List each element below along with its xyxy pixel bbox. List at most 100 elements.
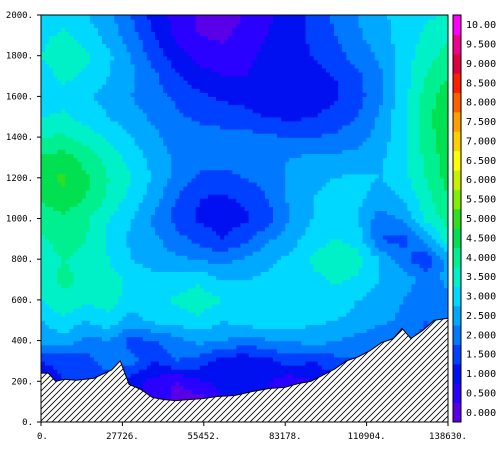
heatmap-cell bbox=[358, 287, 364, 293]
heatmap-cell bbox=[260, 283, 266, 289]
heatmap-cell bbox=[171, 336, 176, 342]
heatmap-cell bbox=[85, 312, 91, 317]
heatmap-cell bbox=[244, 271, 250, 277]
heatmap-cell bbox=[232, 312, 237, 317]
heatmap-cell bbox=[305, 324, 311, 329]
heatmap-cell bbox=[260, 267, 266, 273]
heatmap-cell bbox=[142, 336, 148, 342]
heatmap-cell bbox=[224, 316, 229, 321]
heatmap-cell bbox=[73, 230, 79, 236]
heatmap-cell bbox=[248, 279, 254, 285]
heatmap-cell bbox=[211, 312, 217, 317]
heatmap-cell bbox=[407, 308, 412, 313]
heatmap-cell bbox=[228, 234, 233, 240]
heatmap-cell bbox=[338, 267, 343, 273]
heatmap-cell bbox=[171, 369, 176, 374]
heatmap-cell bbox=[236, 242, 242, 248]
heatmap-cell bbox=[207, 279, 213, 285]
heatmap-cell bbox=[403, 226, 408, 232]
heatmap-cell bbox=[53, 291, 58, 297]
heatmap-cell bbox=[220, 308, 225, 313]
heatmap-cell bbox=[138, 365, 144, 370]
heatmap-cell bbox=[260, 238, 266, 244]
heatmap-cell bbox=[236, 348, 242, 354]
heatmap-cell bbox=[175, 259, 180, 264]
heatmap-cell bbox=[329, 255, 335, 260]
heatmap-cell bbox=[49, 324, 54, 329]
heatmap-cell bbox=[260, 222, 266, 228]
heatmap-cell bbox=[207, 287, 213, 293]
heatmap-cell bbox=[301, 287, 307, 293]
heatmap-cell bbox=[154, 283, 160, 289]
heatmap-cell bbox=[106, 279, 111, 285]
heatmap-cell bbox=[423, 316, 429, 321]
heatmap-cell bbox=[187, 324, 193, 329]
heatmap-cell bbox=[277, 291, 282, 297]
heatmap-cell bbox=[183, 230, 189, 236]
heatmap-cell bbox=[232, 287, 237, 293]
heatmap-cell bbox=[118, 308, 123, 313]
heatmap-cell bbox=[285, 275, 290, 281]
heatmap-cell bbox=[187, 377, 193, 382]
heatmap-cell bbox=[93, 316, 99, 321]
heatmap-cell bbox=[73, 246, 79, 252]
heatmap-cell bbox=[216, 340, 221, 346]
heatmap-cell bbox=[102, 222, 107, 228]
heatmap-cell bbox=[150, 255, 156, 260]
heatmap-cell bbox=[419, 238, 425, 244]
heatmap-cell bbox=[187, 389, 193, 395]
heatmap-cell bbox=[321, 312, 327, 317]
heatmap-cell bbox=[285, 328, 290, 334]
heatmap-cell bbox=[281, 283, 286, 289]
heatmap-cell bbox=[338, 312, 343, 317]
heatmap-cell bbox=[114, 287, 119, 293]
heatmap-cell bbox=[415, 259, 421, 264]
heatmap-cell bbox=[203, 295, 209, 301]
heatmap-cell bbox=[41, 352, 46, 358]
heatmap-cell bbox=[49, 365, 54, 370]
heatmap-cell bbox=[41, 218, 46, 224]
heatmap-cell bbox=[252, 295, 258, 301]
heatmap-cell bbox=[146, 299, 152, 305]
heatmap-cell bbox=[317, 308, 323, 313]
heatmap-cell bbox=[130, 226, 136, 232]
heatmap-cell bbox=[216, 242, 221, 248]
heatmap-cell bbox=[154, 369, 160, 374]
heatmap-cell bbox=[199, 255, 205, 260]
heatmap-cell bbox=[163, 377, 168, 382]
heatmap-cell bbox=[297, 352, 303, 358]
heatmap-cell bbox=[264, 344, 270, 350]
heatmap-cell bbox=[391, 299, 396, 305]
heatmap-cell bbox=[378, 287, 384, 293]
heatmap-cell bbox=[342, 251, 347, 256]
heatmap-cell bbox=[85, 259, 91, 264]
heatmap-cell bbox=[443, 312, 448, 317]
heatmap-cell bbox=[142, 222, 148, 228]
heatmap-cell bbox=[146, 255, 152, 260]
heatmap-cell bbox=[167, 263, 172, 268]
heatmap-cell bbox=[175, 360, 180, 366]
heatmap-cell bbox=[183, 308, 189, 313]
heatmap-cell bbox=[395, 222, 400, 228]
heatmap-cell bbox=[264, 259, 270, 264]
heatmap-cell bbox=[415, 263, 421, 268]
heatmap-cell bbox=[81, 238, 87, 244]
heatmap-cell bbox=[154, 226, 160, 232]
heatmap-cell bbox=[159, 308, 164, 313]
heatmap-cell bbox=[102, 242, 107, 248]
heatmap-cell bbox=[399, 242, 404, 248]
heatmap-cell bbox=[232, 218, 237, 224]
heatmap-cell bbox=[126, 271, 132, 277]
heatmap-cell bbox=[431, 299, 437, 305]
heatmap-cell bbox=[395, 263, 400, 268]
heatmap-cell bbox=[407, 255, 412, 260]
heatmap-cell bbox=[378, 271, 384, 277]
heatmap-cell bbox=[268, 377, 274, 382]
heatmap-cell bbox=[183, 332, 189, 338]
heatmap-cell bbox=[309, 271, 315, 277]
heatmap-cell bbox=[77, 234, 83, 240]
heatmap-cell bbox=[240, 299, 246, 305]
heatmap-cell bbox=[142, 291, 148, 297]
heatmap-cell bbox=[146, 389, 152, 395]
heatmap-cell bbox=[195, 316, 201, 321]
